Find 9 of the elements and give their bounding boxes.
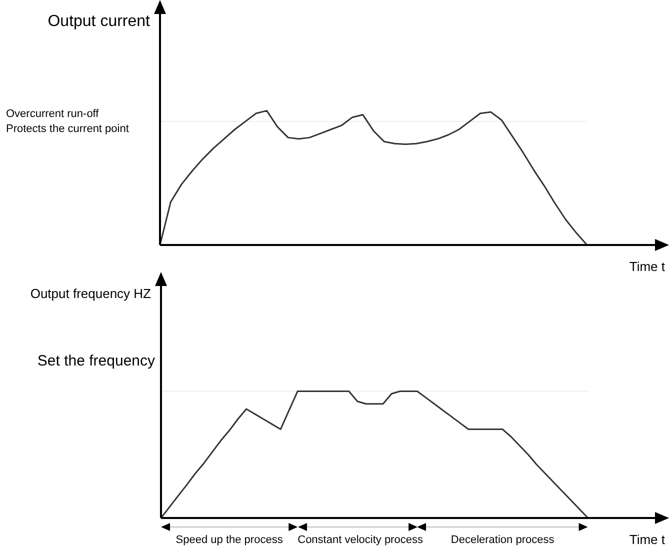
text: Deceleration process (450, 534, 554, 546)
x-axis-title: Time t (629, 532, 665, 548)
ref-line-label: Set the frequency (37, 352, 156, 370)
y-axis-title: Output frequency HZ (30, 286, 151, 302)
y-axis-title: Output current (48, 13, 150, 30)
ref-line-label: Overcurrent run-off Protects the current point (6, 108, 129, 135)
x-axis-title: Time t (629, 259, 665, 275)
text: Constant velocity process (298, 533, 423, 548)
text: Speed up the process (174, 533, 284, 548)
